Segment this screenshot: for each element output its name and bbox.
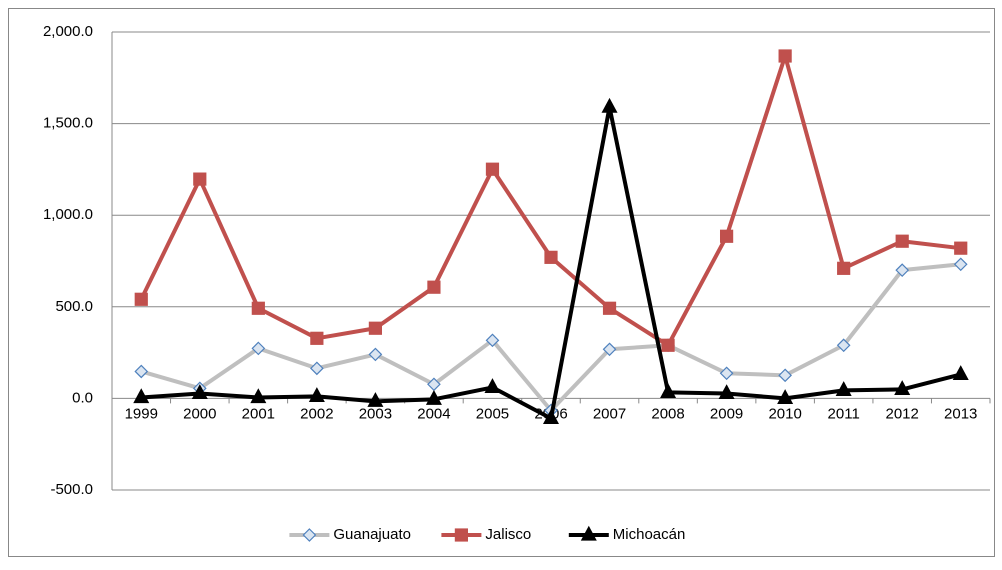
x-tick-label: 2010 [768,405,801,422]
marker [837,261,851,275]
marker [367,392,384,407]
marker [251,301,265,315]
marker [895,263,910,278]
marker [660,383,677,398]
marker [251,341,266,356]
marker [836,338,851,353]
marker [454,528,468,542]
legend-label: Guanajuato [333,526,411,543]
marker [719,366,734,381]
x-tick-label: 2013 [944,405,977,422]
x-tick-label: 2008 [651,405,684,422]
marker [193,172,207,186]
x-tick-label: 2007 [593,405,626,422]
marker [485,162,500,176]
marker [601,97,618,113]
chart-border [8,8,995,557]
x-tick-label: 2012 [886,405,919,422]
x-tick-label: 2004 [417,405,450,422]
marker [425,390,442,405]
marker [718,384,735,400]
marker [191,384,208,400]
marker [368,321,382,335]
marker [952,365,969,381]
y-tick-label: 2,000.0 [43,23,93,40]
x-tick-label: 2009 [710,405,743,422]
marker [544,250,558,264]
marker [302,528,317,542]
marker [777,389,794,404]
marker [250,388,267,404]
marker [427,280,441,294]
marker [953,257,968,272]
marker [778,49,792,63]
x-tick-label: 2005 [476,405,509,422]
marker [542,409,560,424]
marker [310,331,324,345]
x-tick-label: 2011 [828,405,860,422]
x-tick-label: 2001 [242,405,275,422]
marker [133,388,150,404]
y-tick-label: 1,000.0 [43,206,93,223]
x-tick-label: 2000 [183,405,216,422]
marker [602,301,617,315]
marker [134,292,148,306]
marker [602,342,617,357]
marker [484,378,501,394]
marker [719,229,734,243]
marker [134,364,149,379]
marker [661,338,675,352]
marker [895,234,909,248]
marker [894,380,911,396]
legend-label: Jalisco [485,526,531,543]
marker [835,381,852,396]
y-tick-label: 0.0 [72,389,93,406]
x-tick-label: 1999 [125,405,158,422]
marker [580,525,597,541]
marker [368,347,383,362]
y-tick-label: -500.0 [50,481,93,498]
legend-label: Michoacán [613,526,686,543]
marker [310,361,324,376]
marker [308,387,325,402]
marker [485,333,500,348]
y-tick-label: 500.0 [55,298,93,315]
marker [778,368,792,383]
x-tick-label: 2003 [359,405,392,422]
marker [954,241,968,255]
y-tick-label: 1,500.0 [43,115,93,132]
x-tick-label: 2002 [300,405,333,422]
